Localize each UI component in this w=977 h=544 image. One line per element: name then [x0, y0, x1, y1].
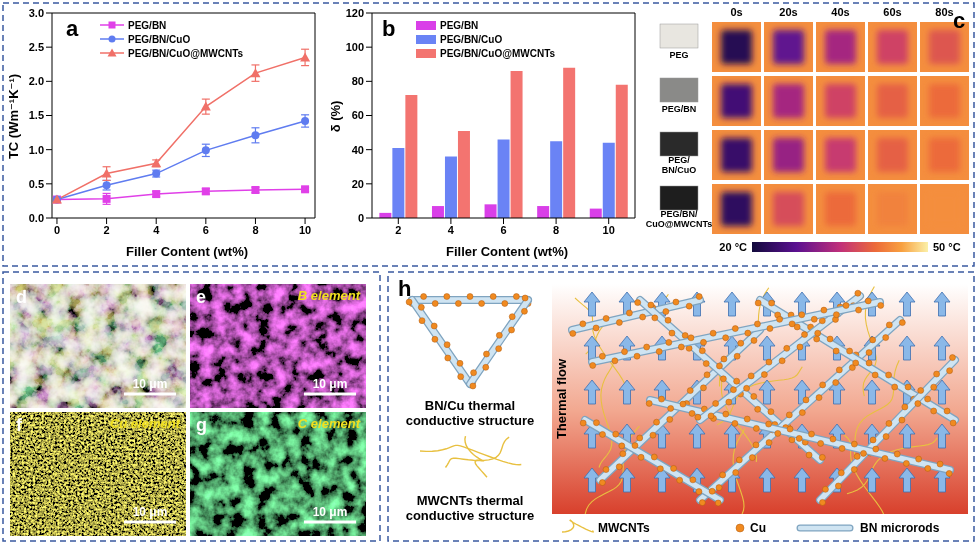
svg-text:1.0: 1.0: [29, 144, 44, 156]
svg-text:0s: 0s: [730, 6, 742, 18]
svg-text:8: 8: [553, 224, 559, 236]
svg-text:h: h: [398, 276, 411, 301]
svg-text:BN microrods: BN microrods: [860, 521, 940, 535]
svg-text:60s: 60s: [883, 6, 901, 18]
svg-text:6: 6: [500, 224, 506, 236]
svg-text:Cu element: Cu element: [110, 416, 181, 431]
svg-text:40s: 40s: [831, 6, 849, 18]
svg-text:B element: B element: [298, 288, 361, 303]
svg-text:80s: 80s: [935, 6, 953, 18]
html-text:PEG/BN/CuO@MWCNTs: PEG/BN/CuO@MWCNTs: [440, 47, 556, 59]
svg-text:2.0: 2.0: [29, 75, 44, 87]
svg-text:20s: 20s: [779, 6, 797, 18]
svg-text:1.5: 1.5: [29, 109, 44, 121]
svg-text:8: 8: [252, 224, 258, 236]
svg-text:e: e: [196, 287, 206, 307]
html-text:PEG/BN/CuO: PEG/BN/CuO: [128, 33, 191, 45]
svg-text:2.5: 2.5: [29, 41, 44, 53]
svg-text:10: 10: [299, 224, 311, 236]
html-text:Filler Content (wt%): Filler Content (wt%): [126, 244, 248, 259]
svg-text:10 μm: 10 μm: [313, 505, 348, 519]
svg-text:g: g: [196, 415, 207, 435]
svg-text:4: 4: [153, 224, 160, 236]
svg-text:2: 2: [104, 224, 110, 236]
html-text:PEG/BN/CuO: PEG/BN/CuO: [440, 33, 503, 45]
svg-text:4: 4: [448, 224, 455, 236]
svg-text:50 °C: 50 °C: [933, 241, 961, 253]
svg-text:3.0: 3.0: [29, 7, 44, 19]
svg-text:80: 80: [352, 75, 364, 87]
html-text:b: b: [382, 16, 396, 41]
svg-text:conductive structure: conductive structure: [406, 413, 535, 428]
svg-text:CuO@MWCNTs: CuO@MWCNTs: [646, 219, 713, 229]
html-text:PEG/BN/CuO@MWCNTs: PEG/BN/CuO@MWCNTs: [128, 47, 244, 59]
svg-text:10: 10: [603, 224, 615, 236]
html-text:TC (Wm⁻¹K⁻¹): TC (Wm⁻¹K⁻¹): [6, 73, 22, 159]
svg-text:0.0: 0.0: [29, 212, 44, 224]
svg-text:c: c: [953, 8, 965, 33]
svg-text:f: f: [16, 415, 23, 435]
svg-text:0.5: 0.5: [29, 178, 44, 190]
svg-text:BN/CuO: BN/CuO: [662, 165, 697, 175]
html-text:Filler Content (wt%): Filler Content (wt%): [446, 244, 568, 259]
svg-text:20 °C: 20 °C: [719, 241, 747, 253]
svg-text:10 μm: 10 μm: [133, 505, 168, 519]
svg-text:60: 60: [352, 109, 364, 121]
svg-text:conductive structure: conductive structure: [406, 508, 535, 523]
svg-text:6: 6: [203, 224, 209, 236]
svg-text:Thermal flow: Thermal flow: [554, 358, 569, 439]
svg-text:PEG/: PEG/: [668, 155, 690, 165]
svg-text:40: 40: [352, 144, 364, 156]
svg-text:120: 120: [346, 7, 364, 19]
svg-text:100: 100: [346, 41, 364, 53]
svg-text:10 μm: 10 μm: [313, 377, 348, 391]
svg-text:PEG/BN/: PEG/BN/: [660, 209, 698, 219]
svg-text:MWCNTs thermal: MWCNTs thermal: [417, 493, 524, 508]
svg-text:0: 0: [358, 212, 364, 224]
svg-text:BN/Cu thermal: BN/Cu thermal: [425, 398, 515, 413]
svg-text:2: 2: [395, 224, 401, 236]
svg-text:20: 20: [352, 178, 364, 190]
svg-text:d: d: [16, 287, 27, 307]
svg-text:Cu: Cu: [750, 521, 766, 535]
html-text:PEG/BN: PEG/BN: [440, 19, 479, 31]
svg-text:PEG/BN: PEG/BN: [662, 104, 697, 114]
svg-text:0: 0: [54, 224, 60, 236]
html-text:PEG/BN: PEG/BN: [128, 19, 167, 31]
svg-text:10 μm: 10 μm: [133, 377, 168, 391]
svg-text:PEG: PEG: [669, 50, 688, 60]
svg-text:MWCNTs: MWCNTs: [598, 521, 650, 535]
svg-text:C element: C element: [298, 416, 361, 431]
html-text:a: a: [66, 16, 79, 41]
html-text:δ (%): δ (%): [328, 100, 344, 132]
